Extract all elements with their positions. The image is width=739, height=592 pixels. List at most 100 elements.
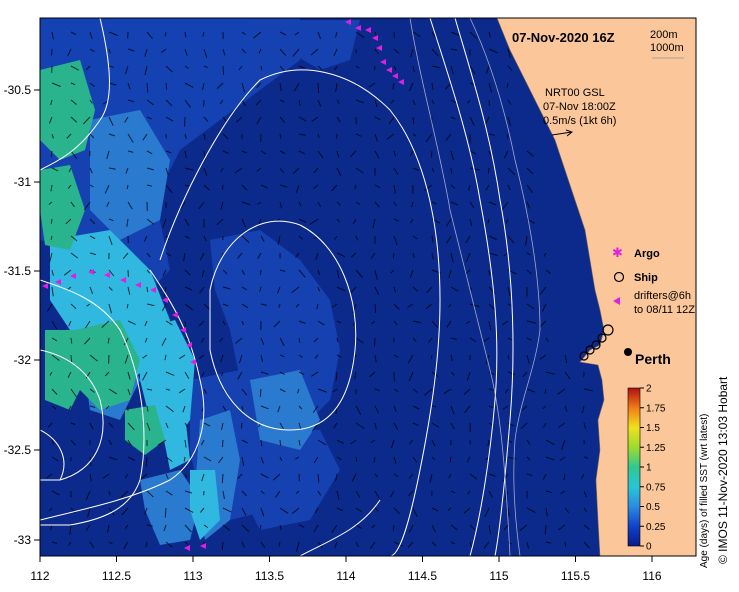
- current-vector: [298, 422, 302, 430]
- current-vector: [51, 320, 58, 330]
- current-vector: [89, 388, 95, 393]
- current-vector: [184, 133, 187, 139]
- current-vector: [488, 99, 490, 106]
- current-vector: [218, 456, 224, 464]
- current-vector: [336, 252, 346, 258]
- current-vector: [336, 201, 341, 206]
- current-vector: [165, 150, 172, 154]
- current-vector: [542, 473, 547, 480]
- current-vector: [144, 65, 148, 76]
- current-vector: [108, 490, 111, 496]
- x-tick-label: 112.5: [102, 569, 131, 583]
- current-vector: [48, 507, 53, 512]
- current-vector: [374, 133, 379, 142]
- colorbar-tick-label: 0.25: [646, 522, 666, 533]
- current-vector: [335, 82, 338, 92]
- current-vector: [410, 218, 414, 224]
- current-vector: [279, 48, 287, 56]
- current-vector: [431, 201, 437, 205]
- current-vector: [184, 524, 192, 533]
- current-vector: [279, 31, 287, 36]
- current-vector: [241, 269, 245, 276]
- current-vector: [559, 456, 566, 461]
- current-vector: [317, 286, 320, 292]
- current-vector: [256, 82, 262, 89]
- current-vector: [222, 184, 224, 190]
- current-vector: [184, 99, 192, 108]
- current-vector: [331, 524, 338, 534]
- current-vector: [126, 218, 129, 227]
- current-vector: [335, 473, 338, 482]
- current-vector: [484, 337, 490, 342]
- current-vector: [525, 235, 528, 246]
- current-vector: [85, 524, 91, 531]
- current-vector: [431, 439, 436, 447]
- current-vector: [146, 31, 153, 40]
- current-vector: [298, 439, 301, 446]
- current-vector: [241, 490, 247, 497]
- current-vector: [184, 269, 191, 276]
- current-vector: [392, 82, 395, 90]
- current-vector: [393, 473, 399, 478]
- current-vector: [393, 65, 397, 71]
- current-vector: [412, 320, 422, 324]
- current-vector: [317, 133, 320, 139]
- current-vector: [142, 371, 148, 381]
- current-vector: [179, 201, 186, 210]
- current-vector: [450, 490, 456, 494]
- current-vector: [463, 507, 471, 514]
- current-vector: [162, 218, 167, 228]
- current-vector: [374, 48, 379, 55]
- current-vector: [89, 48, 95, 53]
- current-vector: [70, 150, 78, 160]
- current-vector: [468, 184, 471, 191]
- x-axis-ticks: 112 112.5 113 113.5 114 114.5 115 115.5 116: [30, 556, 662, 583]
- current-vector: [291, 286, 300, 293]
- current-vector: [279, 133, 282, 139]
- current-vector: [334, 541, 338, 549]
- current-vector: [70, 439, 76, 446]
- ship-legend-label: Ship: [634, 272, 658, 284]
- current-vector: [295, 456, 300, 460]
- current-vector: [144, 48, 148, 57]
- current-vector: [165, 82, 168, 90]
- current-vector: [142, 354, 148, 359]
- current-vector: [336, 507, 344, 512]
- current-vector: [412, 116, 415, 125]
- current-vector: [336, 490, 340, 500]
- current-vector: [108, 507, 115, 516]
- current-vector: [412, 507, 418, 517]
- current-vector: [374, 184, 381, 189]
- current-vector: [564, 354, 568, 364]
- current-vector: [317, 269, 320, 275]
- current-vector: [542, 405, 547, 409]
- current-vector: [409, 150, 414, 157]
- current-vector: [488, 82, 492, 93]
- current-vector: [507, 116, 512, 126]
- current-vector: [407, 541, 414, 548]
- current-vector: [65, 218, 72, 225]
- colorbar-tick-label: 1.25: [646, 443, 666, 454]
- current-vector: [241, 48, 246, 54]
- current-vector: [199, 286, 205, 294]
- current-vector: [279, 422, 284, 429]
- current-vector: [522, 371, 528, 378]
- current-vector: [488, 371, 495, 376]
- current-vector: [393, 218, 400, 222]
- colorbar-tick-label: 1.5: [646, 423, 660, 434]
- current-vector: [425, 303, 433, 309]
- current-vector: [450, 167, 453, 174]
- current-vector: [200, 337, 205, 344]
- current-vector: [70, 354, 73, 363]
- current-vector: [294, 31, 300, 36]
- current-vector: [317, 541, 323, 549]
- current-vector: [184, 48, 188, 56]
- current-vector: [412, 252, 415, 258]
- current-vector: [485, 184, 490, 191]
- current-vector: [331, 184, 338, 192]
- current-vector: [279, 507, 289, 514]
- current-vector: [390, 439, 395, 449]
- current-vector: [393, 405, 397, 412]
- current-vector: [352, 303, 357, 313]
- current-vector: [203, 235, 207, 242]
